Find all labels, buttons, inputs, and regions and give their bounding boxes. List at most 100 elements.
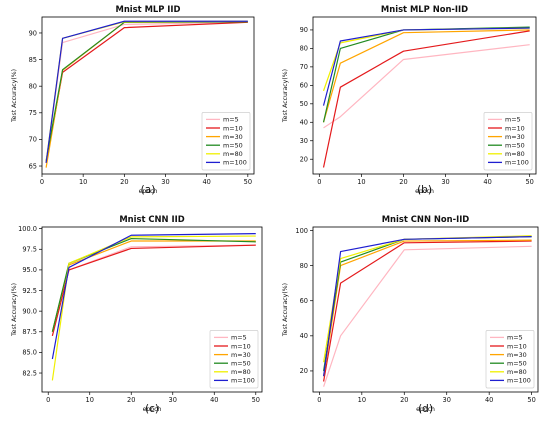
legend-label: m=30: [223, 133, 243, 141]
legend-label: m=100: [507, 377, 531, 385]
y-tick-label: 30: [300, 137, 308, 145]
x-tick-label: 10: [86, 396, 94, 404]
legend-box: [483, 112, 533, 171]
y-tick-label: 20: [300, 367, 308, 375]
series-line-m-30: [322, 29, 530, 123]
y-tick-label: 80: [29, 82, 37, 90]
legend-label: m=5: [231, 334, 247, 342]
x-tick-label: 10: [79, 178, 87, 186]
plot-frame: [41, 226, 263, 393]
y-tick-label: 60: [300, 82, 308, 90]
legend-label: m=5: [507, 334, 523, 342]
series-line-m-10: [323, 240, 532, 382]
series-line-m-5: [51, 244, 256, 337]
y-tick-label: 95.0: [22, 266, 37, 274]
y-tick-label: 90.0: [22, 307, 37, 315]
x-tick-label: 10: [358, 396, 366, 404]
y-tick-label: 90: [29, 29, 37, 37]
x-tick-label: 50: [525, 178, 533, 186]
series-line-m-10: [51, 244, 256, 337]
legend-label: m=10: [223, 124, 243, 132]
x-tick-label: 50: [244, 178, 252, 186]
legend-box: [209, 330, 259, 389]
legend-label: m=50: [231, 360, 251, 368]
series-line-m-100: [322, 27, 530, 106]
legend-label: m=100: [223, 159, 247, 167]
y-tick-label: 85: [29, 56, 37, 64]
y-tick-label: 75: [29, 109, 37, 117]
chart-panel-1: Mnist MLP IID 0 10 20 30 40 50 65 70 75 80 85 90 epoc…: [11, 4, 255, 196]
y-tick-label: 80: [300, 262, 308, 270]
legend-label: m=100: [505, 159, 529, 167]
y-tick-label: 60: [300, 297, 308, 305]
legend: m=5m=10m=30m=50m=80m=100: [201, 112, 251, 171]
legend-box: [485, 330, 535, 389]
legend-label: m=80: [231, 368, 251, 376]
y-tick-label: 97.5: [22, 246, 37, 254]
x-axis-label: epoch: [416, 406, 435, 413]
x-tick-label: 40: [210, 396, 218, 404]
series-line-m-50: [51, 237, 256, 332]
legend-label: m=50: [223, 142, 243, 150]
chart-panel-4: Mnist CNN Non-IID 0 10 20 30 40 50 20 40 60 80 100 e…: [282, 214, 539, 415]
legend-label: m=30: [505, 133, 525, 141]
series-line-m-10: [322, 30, 530, 168]
y-tick-label: 65: [29, 162, 37, 170]
x-tick-label: 40: [483, 178, 491, 186]
y-axis-label: Test Accuracy(%): [11, 69, 18, 123]
x-tick-label: 10: [357, 178, 365, 186]
legend-label: m=50: [507, 360, 527, 368]
y-tick-label: 90: [300, 26, 308, 34]
panel-caption: (a): [141, 184, 156, 196]
x-tick-label: 50: [527, 396, 535, 404]
chart-title: Mnist MLP IID: [116, 4, 181, 14]
x-tick-label: 0: [317, 178, 321, 186]
chart-title: Mnist CNN Non-IID: [382, 214, 470, 224]
series-line-m-5: [323, 245, 532, 387]
y-tick-label: 87.5: [22, 328, 37, 336]
legend: m=5m=10m=30m=50m=80m=100: [485, 330, 535, 389]
legend-label: m=5: [505, 116, 521, 124]
legend-label: m=10: [505, 124, 525, 132]
y-tick-label: 92.5: [22, 287, 37, 295]
series-line-m-30: [51, 240, 256, 332]
legend-label: m=50: [505, 142, 525, 150]
legend-label: m=30: [507, 351, 527, 359]
chart-panel-2: Mnist MLP Non-IID 0 10 20 30 40 50 20 30 40 50 60 70…: [282, 4, 537, 196]
x-tick-label: 30: [169, 396, 177, 404]
legend-label: m=80: [223, 150, 243, 158]
y-tick-label: 100.0: [18, 225, 37, 233]
y-tick-label: 70: [29, 136, 37, 144]
x-tick-label: 20: [120, 178, 128, 186]
legend-label: m=100: [231, 377, 255, 385]
legend-label: m=80: [507, 368, 527, 376]
x-tick-label: 0: [46, 396, 50, 404]
legend: m=5m=10m=30m=50m=80m=100: [483, 112, 533, 171]
panel-caption: (d): [418, 403, 433, 415]
series-line-m-30: [323, 239, 532, 377]
y-tick-label: 80: [300, 45, 308, 53]
plot-frame: [312, 226, 539, 393]
legend-label: m=10: [507, 342, 527, 350]
x-tick-label: 20: [400, 396, 408, 404]
x-axis-label: epoch: [143, 406, 162, 413]
y-axis-label: Test Accuracy(%): [282, 283, 289, 337]
x-axis-label: epoch: [139, 188, 158, 195]
legend-label: m=30: [231, 351, 251, 359]
y-axis-label: Test Accuracy(%): [11, 283, 18, 337]
series-line-m-50: [322, 26, 530, 123]
series-line-m-5: [323, 44, 530, 129]
chart-panel-3: Mnist CNN IID 0 10 20 30 40 50 82.5 85.0 87.5 90.0…: [11, 214, 263, 415]
y-tick-label: 20: [300, 156, 308, 164]
plot-frame: [312, 16, 537, 175]
y-tick-label: 40: [300, 119, 308, 127]
y-tick-label: 70: [300, 63, 308, 71]
series-line-m-100: [323, 236, 532, 377]
legend-label: m=5: [223, 116, 239, 124]
legend-box: [201, 112, 251, 171]
plot-frame: [41, 16, 255, 175]
legend: m=5m=10m=30m=50m=80m=100: [209, 330, 259, 389]
x-tick-label: 20: [127, 396, 135, 404]
legend-label: m=80: [505, 150, 525, 158]
